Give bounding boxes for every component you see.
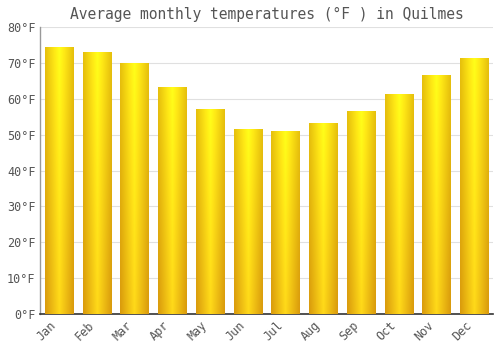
Bar (384, 94, 413, 314)
Bar (272, 131, 299, 314)
Bar (309, 124, 338, 314)
Bar (83, 52, 111, 314)
Bar (196, 109, 224, 314)
Bar (158, 87, 186, 314)
Bar (460, 58, 488, 314)
Bar (347, 111, 375, 314)
Bar (45, 47, 74, 314)
Title: Average monthly temperatures (°F ) in Quilmes: Average monthly temperatures (°F ) in Qu… (70, 7, 464, 22)
Bar (234, 130, 262, 314)
Bar (120, 64, 149, 314)
Bar (422, 75, 450, 314)
